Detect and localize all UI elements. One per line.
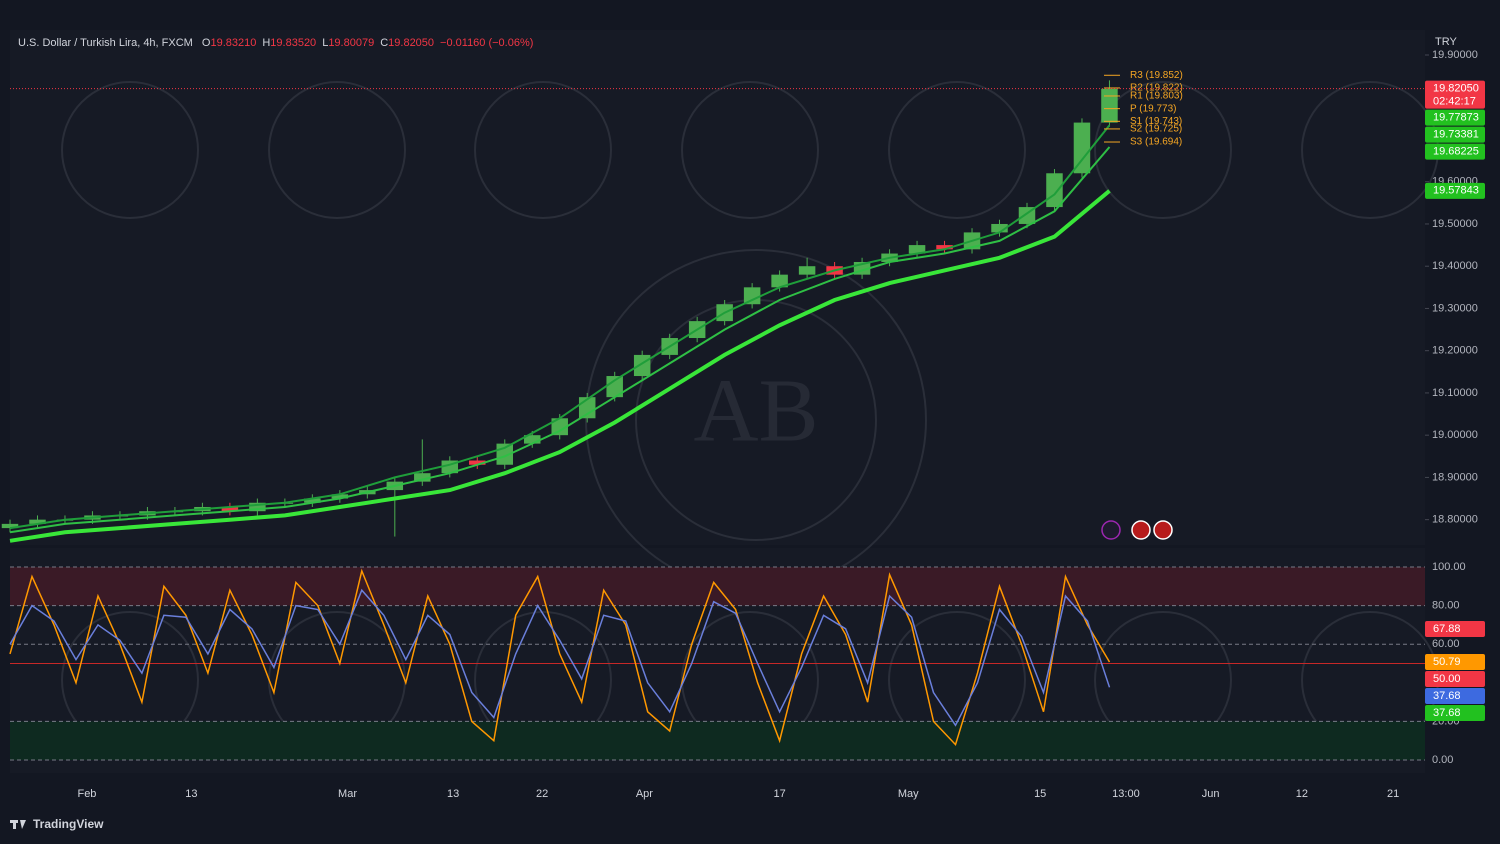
candle-body (551, 418, 568, 436)
ohlc-value: 19.83520 (270, 37, 316, 49)
pivot-label: P (19.773) (1130, 103, 1177, 114)
oscillator-line (9, 568, 1111, 747)
symbol-title: U.S. Dollar / Turkish Lira, 4h, FXCM (18, 37, 193, 49)
x-tick-label: 13:00 (1112, 788, 1140, 800)
candle-body (606, 376, 623, 398)
ohlc-key: L (322, 37, 328, 49)
currency: TRY (1435, 36, 1457, 48)
price-badge-label: 67.88 (1433, 623, 1461, 635)
price-badge (1425, 126, 1485, 143)
moving-average (9, 189, 1111, 543)
x-tick-label: 13 (447, 788, 459, 800)
x-tick-label: Jun (1202, 788, 1220, 800)
ohlc-value: 19.80079 (328, 37, 374, 49)
candle-body (991, 223, 1008, 233)
ohlc-key: O (202, 37, 211, 49)
candle-body (1101, 88, 1118, 123)
price-badge (1425, 620, 1485, 637)
price-badge-label: 50.79 (1433, 656, 1461, 668)
ohlc-value: 19.83210 (210, 37, 256, 49)
y-tick-label: 100.00 (1432, 561, 1466, 573)
candle-body (249, 502, 266, 512)
moving-average (9, 146, 1111, 534)
candle-body (798, 266, 816, 275)
y-tick-label: 60.00 (1432, 638, 1460, 650)
candle-body (1046, 173, 1063, 208)
y-tick-label: 19.30000 (1432, 302, 1478, 314)
price-badge-label: 19.82050 (1433, 82, 1479, 94)
brand-name: TradingView (33, 817, 104, 831)
y-tick-label: 19.90000 (1432, 49, 1478, 61)
countdown: 02:42:17 (1433, 95, 1476, 107)
price-badge-label: 37.68 (1433, 690, 1461, 702)
pivot-label: S3 (19.694) (1130, 137, 1182, 148)
pivot-label: R3 (19.852) (1130, 70, 1183, 81)
price-badge-label: 37.68 (1433, 707, 1461, 719)
candle-body (523, 435, 541, 444)
legend-header: U.S. Dollar / Turkish Lira, 4h, FXCM O19… (18, 37, 533, 49)
pivot-label: R1 (19.803) (1130, 91, 1183, 102)
x-tick-label: Mar (338, 788, 357, 800)
y-tick-label: 19.20000 (1432, 345, 1478, 357)
y-tick-label: 18.80000 (1432, 514, 1478, 526)
y-tick-label: 80.00 (1432, 600, 1460, 612)
candle-body (908, 245, 926, 254)
brand (10, 820, 26, 829)
moving-average (9, 124, 1111, 530)
candle-body (1, 523, 19, 529)
y-tick-label: 0.00 (1432, 754, 1453, 766)
y-tick-label: 19.10000 (1432, 387, 1478, 399)
price-badge-label: 19.77873 (1433, 111, 1479, 123)
oscillator-line (9, 588, 1111, 727)
ohlc-value: 19.82050 (388, 37, 434, 49)
candle-body (771, 274, 788, 288)
candle-body (29, 519, 46, 524)
change: −0.01160 (−0.06%) (440, 37, 533, 49)
ohlc-key: H (262, 37, 270, 49)
price-badge (1425, 143, 1485, 160)
x-tick-label: Apr (636, 788, 653, 800)
zone (10, 721, 1425, 760)
candle-body (469, 460, 486, 465)
x-tick-label: 22 (536, 788, 548, 800)
price-badge (1425, 670, 1485, 687)
candle-body (1073, 122, 1091, 174)
y-tick-label: 19.40000 (1432, 260, 1478, 272)
price-badge (1425, 687, 1485, 704)
price-badge (1425, 704, 1485, 721)
pivot-label: S2 (19.725) (1130, 124, 1182, 135)
x-tick-label: 15 (1034, 788, 1046, 800)
x-tick-label: Feb (77, 788, 96, 800)
price-pane (10, 30, 1425, 545)
price-badge (1425, 182, 1485, 199)
candle-body (936, 245, 953, 250)
price-badge (1425, 653, 1485, 670)
ohlc-key: C (380, 37, 388, 49)
price-badge-label: 50.00 (1433, 673, 1461, 685)
candle-body (414, 473, 431, 482)
price-badge-label: 19.68225 (1433, 145, 1479, 157)
event-icons (1101, 520, 1173, 540)
pivot-label: S1 (19.743) (1130, 116, 1182, 127)
candle-body (331, 494, 349, 499)
y-tick-label: 19.50000 (1432, 218, 1478, 230)
watermark: AB (693, 362, 818, 461)
price-badge-label: 19.73381 (1433, 128, 1479, 140)
price-badge (1425, 109, 1485, 126)
y-tick-label: 18.90000 (1432, 471, 1478, 483)
x-tick-label: 12 (1296, 788, 1308, 800)
x-tick-label: 13 (185, 788, 197, 800)
x-tick-label: 17 (773, 788, 785, 800)
candle-body (221, 506, 239, 512)
candle-body (304, 498, 321, 503)
price-badge (1425, 80, 1485, 109)
candle-body (633, 354, 651, 377)
x-tick-label: May (898, 788, 919, 800)
candle-body (743, 287, 761, 305)
x-tick-label: 21 (1387, 788, 1399, 800)
y-tick-label: 19.00000 (1432, 429, 1478, 441)
price-badge-label: 19.57843 (1433, 185, 1479, 197)
